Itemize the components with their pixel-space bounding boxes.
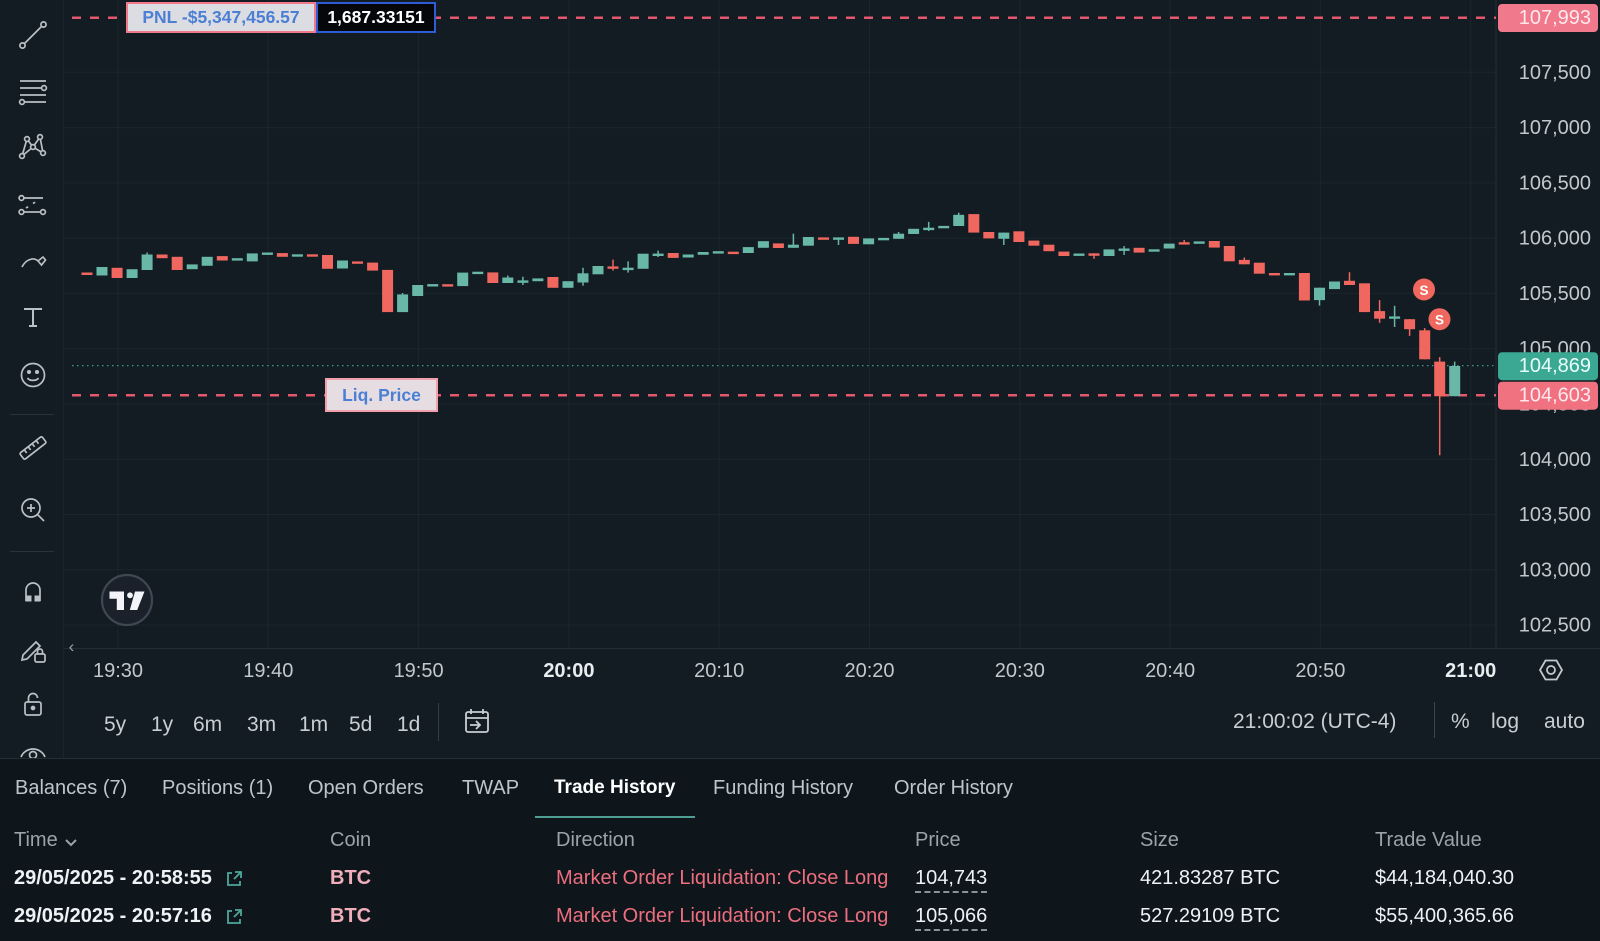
svg-text:19:30: 19:30 (93, 660, 143, 682)
svg-text:20:40: 20:40 (1145, 660, 1195, 682)
svg-text:S: S (1435, 313, 1444, 328)
svg-text:‹: ‹ (69, 637, 75, 656)
svg-text:107,000: 107,000 (1519, 117, 1591, 139)
svg-text:20:50: 20:50 (1295, 660, 1345, 682)
svg-text:106,500: 106,500 (1519, 172, 1591, 194)
svg-text:105,500: 105,500 (1519, 283, 1591, 305)
svg-text:21:00: 21:00 (1445, 660, 1496, 682)
svg-text:20:10: 20:10 (694, 660, 744, 682)
svg-text:19:50: 19:50 (394, 660, 444, 682)
svg-text:107,993: 107,993 (1519, 7, 1591, 29)
svg-text:20:00: 20:00 (543, 660, 594, 682)
svg-text:106,000: 106,000 (1519, 228, 1591, 250)
svg-text:20:20: 20:20 (844, 660, 894, 682)
svg-text:103,000: 103,000 (1519, 559, 1591, 581)
svg-text:20:30: 20:30 (995, 660, 1045, 682)
svg-text:104,869: 104,869 (1519, 355, 1591, 377)
svg-text:S: S (1419, 283, 1428, 298)
svg-text:102,500: 102,500 (1519, 615, 1591, 637)
svg-text:103,500: 103,500 (1519, 504, 1591, 526)
svg-text:107,500: 107,500 (1519, 62, 1591, 84)
svg-text:19:40: 19:40 (243, 660, 293, 682)
svg-text:104,603: 104,603 (1519, 385, 1591, 407)
svg-text:104,000: 104,000 (1519, 449, 1591, 471)
